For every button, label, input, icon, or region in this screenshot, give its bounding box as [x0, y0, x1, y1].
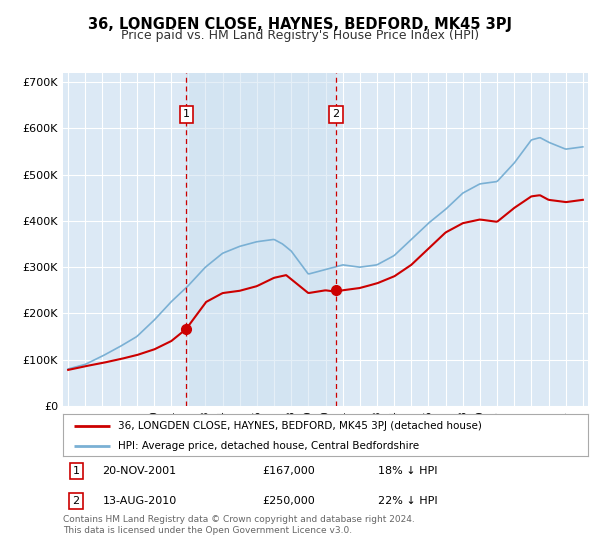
Text: £250,000: £250,000	[263, 496, 315, 506]
Text: Price paid vs. HM Land Registry's House Price Index (HPI): Price paid vs. HM Land Registry's House …	[121, 29, 479, 42]
Text: 22% ↓ HPI: 22% ↓ HPI	[378, 496, 437, 506]
Text: Contains HM Land Registry data © Crown copyright and database right 2024.
This d: Contains HM Land Registry data © Crown c…	[63, 515, 415, 535]
Text: 13-AUG-2010: 13-AUG-2010	[103, 496, 176, 506]
Text: 18% ↓ HPI: 18% ↓ HPI	[378, 466, 437, 476]
Text: 36, LONGDEN CLOSE, HAYNES, BEDFORD, MK45 3PJ: 36, LONGDEN CLOSE, HAYNES, BEDFORD, MK45…	[88, 17, 512, 32]
Text: 36, LONGDEN CLOSE, HAYNES, BEDFORD, MK45 3PJ (detached house): 36, LONGDEN CLOSE, HAYNES, BEDFORD, MK45…	[118, 421, 482, 431]
Text: 1: 1	[73, 466, 80, 476]
Text: HPI: Average price, detached house, Central Bedfordshire: HPI: Average price, detached house, Cent…	[118, 441, 419, 451]
Bar	[187, 73, 336, 406]
Text: 2: 2	[73, 496, 80, 506]
Text: 20-NOV-2001: 20-NOV-2001	[103, 466, 176, 476]
Text: £167,000: £167,000	[263, 466, 315, 476]
Text: 1: 1	[183, 109, 190, 119]
Text: 2: 2	[332, 109, 340, 119]
